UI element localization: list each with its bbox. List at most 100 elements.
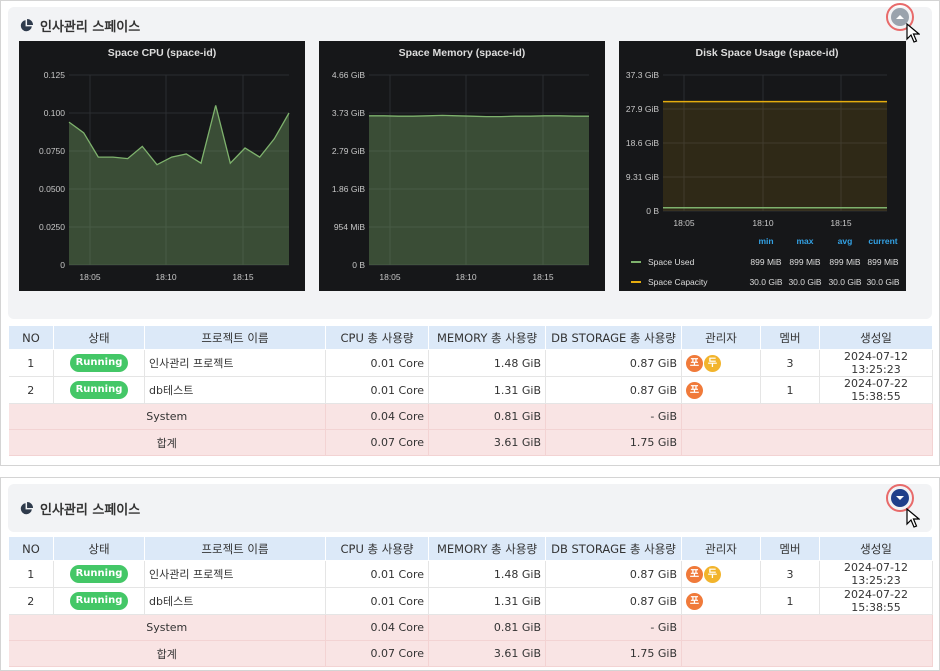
status-cell: Running — [53, 560, 145, 588]
admin-avatar[interactable]: 포 — [686, 354, 703, 372]
project-name-link[interactable]: 인사관리 프로젝트 — [144, 349, 326, 377]
y-tick-label: 37.3 GiB — [626, 70, 659, 80]
col-header-members[interactable]: 멤버 — [760, 325, 820, 350]
status-badge: Running — [70, 565, 128, 583]
memory-value: 1.48 GiB — [428, 560, 546, 588]
summary-label: 합계 — [8, 640, 326, 667]
table-row[interactable]: 1 Running 인사관리 프로젝트 0.01 Core 1.48 GiB 0… — [8, 349, 933, 377]
col-header-cpu[interactable]: CPU 총 사용량 — [325, 325, 429, 350]
legend-header: max — [796, 236, 813, 246]
disk-chart: Disk Space Usage (space-id) 0 B 9.31 GiB 18… — [619, 41, 906, 291]
table-row[interactable]: 1 Running 인사관리 프로젝트 0.01 Core 1.48 GiB 0… — [8, 560, 933, 588]
x-tick-label: 18:10 — [752, 218, 774, 228]
summary-storage: 1.75 GiB — [545, 429, 682, 456]
summary-row-system: System 0.04 Core 0.81 GiB - GiB — [8, 614, 933, 641]
col-header-project-name[interactable]: 프로젝트 이름 — [144, 536, 326, 561]
memory-value: 1.31 GiB — [428, 376, 546, 404]
admin-cell: 포 — [681, 376, 761, 404]
col-header-status[interactable]: 상태 — [53, 325, 145, 350]
created-date: 2024-07-12 13:25:23 — [819, 560, 933, 588]
series-area — [69, 105, 289, 266]
space-header: 인사관리 스페이스 — [20, 498, 140, 518]
admin-cell: 포 — [681, 587, 761, 615]
storage-value: 0.87 GiB — [545, 376, 682, 404]
col-header-db-storage[interactable]: DB STORAGE 총 사용량 — [545, 536, 682, 561]
space-header: 인사관리 스페이스 — [20, 15, 140, 35]
storage-value: 0.87 GiB — [545, 560, 682, 588]
x-tick-label: 18:10 — [455, 272, 477, 282]
col-header-memory[interactable]: MEMORY 총 사용량 — [428, 325, 546, 350]
admin-avatar[interactable]: 두 — [704, 565, 721, 583]
cpu-chart: Space CPU (space-id) 0 0.0250 0.0500 0.0750 0… — [19, 41, 305, 291]
y-tick-label: 27.9 GiB — [626, 104, 659, 114]
y-tick-label: 0.0750 — [39, 146, 65, 156]
summary-memory: 0.81 GiB — [428, 403, 546, 430]
y-tick-label: 4.66 GiB — [332, 70, 365, 80]
space-title: 인사관리 스페이스 — [40, 502, 141, 518]
memory-value: 1.48 GiB — [428, 349, 546, 377]
legend-value: 899 MiB — [829, 257, 861, 267]
summary-row-total: 합계 0.07 Core 3.61 GiB 1.75 GiB — [8, 429, 933, 456]
col-header-db-storage[interactable]: DB STORAGE 총 사용량 — [545, 325, 682, 350]
x-tick-label: 18:10 — [155, 272, 177, 282]
col-header-cpu[interactable]: CPU 총 사용량 — [325, 536, 429, 561]
table-header-row: NO 상태 프로젝트 이름 CPU 총 사용량 MEMORY 총 사용량 DB … — [8, 325, 933, 350]
admin-avatar[interactable]: 포 — [686, 565, 703, 583]
row-no: 2 — [8, 587, 54, 615]
col-header-memory[interactable]: MEMORY 총 사용량 — [428, 536, 546, 561]
members-count: 1 — [760, 376, 820, 404]
col-header-created[interactable]: 생성일 — [819, 536, 933, 561]
summary-memory: 3.61 GiB — [428, 640, 546, 667]
summary-storage: - GiB — [545, 403, 682, 430]
legend-header: avg — [838, 236, 853, 246]
summary-storage: 1.75 GiB — [545, 640, 682, 667]
summary-row-system: System 0.04 Core 0.81 GiB - GiB — [8, 403, 933, 430]
project-name-link[interactable]: 인사관리 프로젝트 — [144, 560, 326, 588]
col-header-admin[interactable]: 관리자 — [681, 325, 761, 350]
col-header-no[interactable]: NO — [8, 325, 54, 350]
x-tick-label: 18:05 — [379, 272, 401, 282]
row-no: 2 — [8, 376, 54, 404]
project-name-link[interactable]: db테스트 — [144, 587, 326, 615]
x-tick-label: 18:05 — [673, 218, 695, 228]
project-table: NO 상태 프로젝트 이름 CPU 총 사용량 MEMORY 총 사용량 DB … — [8, 325, 933, 456]
y-tick-label: 1.86 GiB — [332, 184, 365, 194]
col-header-project-name[interactable]: 프로젝트 이름 — [144, 325, 326, 350]
admin-avatar[interactable]: 포 — [686, 592, 703, 610]
summary-empty — [681, 640, 933, 667]
summary-memory: 0.81 GiB — [428, 614, 546, 641]
capacity-area — [663, 101, 887, 211]
summary-memory: 3.61 GiB — [428, 429, 546, 456]
cpu-value: 0.01 Core — [325, 587, 429, 615]
y-tick-label: 18.6 GiB — [626, 138, 659, 148]
admin-avatar[interactable]: 포 — [686, 381, 703, 399]
project-name-link[interactable]: db테스트 — [144, 376, 326, 404]
table-row[interactable]: 2 Running db테스트 0.01 Core 1.31 GiB 0.87 … — [8, 376, 933, 404]
summary-empty — [681, 403, 933, 430]
col-header-admin[interactable]: 관리자 — [681, 536, 761, 561]
legend-value: 899 MiB — [867, 257, 899, 267]
table-row[interactable]: 2 Running db테스트 0.01 Core 1.31 GiB 0.87 … — [8, 587, 933, 615]
created-date: 2024-07-22 15:38:55 — [819, 587, 933, 615]
x-tick-label: 18:15 — [232, 272, 254, 282]
y-tick-label: 0.0250 — [39, 222, 65, 232]
col-header-members[interactable]: 멤버 — [760, 536, 820, 561]
col-header-no[interactable]: NO — [8, 536, 54, 561]
chevron-up-icon — [891, 8, 909, 26]
collapse-toggle-button[interactable] — [886, 3, 914, 31]
summary-empty — [681, 614, 933, 641]
status-badge: Running — [70, 354, 128, 372]
admin-avatar[interactable]: 두 — [704, 354, 721, 372]
col-header-status[interactable]: 상태 — [53, 536, 145, 561]
summary-label: System — [8, 614, 326, 641]
summary-cpu: 0.04 Core — [325, 403, 429, 430]
status-cell: Running — [53, 376, 145, 404]
y-tick-label: 0.125 — [44, 70, 66, 80]
series-area — [369, 115, 589, 266]
chevron-down-icon — [891, 489, 909, 507]
summary-storage: - GiB — [545, 614, 682, 641]
col-header-created[interactable]: 생성일 — [819, 325, 933, 350]
x-tick-label: 18:15 — [830, 218, 852, 228]
expand-toggle-button[interactable] — [886, 484, 914, 512]
